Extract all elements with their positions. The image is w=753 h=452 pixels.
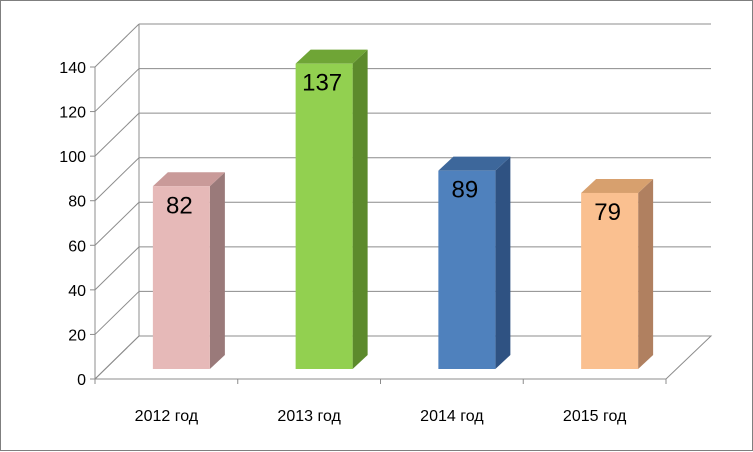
bar-side [638, 178, 654, 369]
bar-front [581, 192, 639, 369]
bar [581, 178, 654, 369]
x-category-label: 2015 год [563, 408, 627, 425]
bar-top [295, 49, 368, 64]
bar-side [209, 172, 225, 369]
y-tick-label: 120 [59, 105, 86, 122]
bar-top [152, 172, 225, 187]
x-category-label: 2014 год [420, 408, 484, 425]
y-tick-label: 20 [68, 327, 86, 344]
bar-top [581, 178, 654, 193]
x-category-label: 2012 год [135, 408, 199, 425]
bar-side [495, 156, 511, 369]
data-label: 79 [594, 199, 621, 226]
floor-plane [93, 335, 713, 380]
data-label: 137 [302, 70, 342, 97]
axis-layer: 0 20 40 60 80 100 120 140 [59, 24, 713, 389]
y-tick-label: 60 [68, 238, 86, 255]
data-label: 82 [166, 192, 193, 219]
grid-diagonal [94, 68, 140, 112]
y-tick-label: 140 [59, 60, 86, 77]
bar-front [438, 170, 496, 369]
bar-side [352, 49, 368, 369]
bar-front [152, 186, 210, 369]
grid-diagonal [94, 291, 140, 335]
data-label: 89 [452, 177, 479, 204]
y-tick-label: 40 [68, 283, 86, 300]
y-tick-label: 100 [59, 149, 86, 166]
grid-diagonal [94, 23, 140, 68]
grid-diagonal [94, 246, 140, 291]
y-tick-label: 0 [77, 372, 86, 389]
label-layer: 82 2012 год 137 2013 год 89 2014 год 79 2015 го… [135, 70, 627, 425]
x-category-label: 2013 год [277, 408, 341, 425]
bar [295, 49, 368, 369]
y-tick-label: 80 [68, 194, 86, 211]
bar-top [438, 156, 511, 171]
bar-front [295, 63, 353, 369]
grid-diagonal [94, 112, 140, 157]
bar-layer [152, 49, 654, 369]
grid-diagonal [94, 157, 140, 202]
grid-diagonal [94, 201, 140, 246]
bar [438, 156, 511, 369]
bar [152, 172, 225, 369]
